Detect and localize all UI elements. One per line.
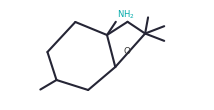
Text: NH$_2$: NH$_2$ (117, 9, 134, 21)
Text: O: O (124, 47, 131, 56)
